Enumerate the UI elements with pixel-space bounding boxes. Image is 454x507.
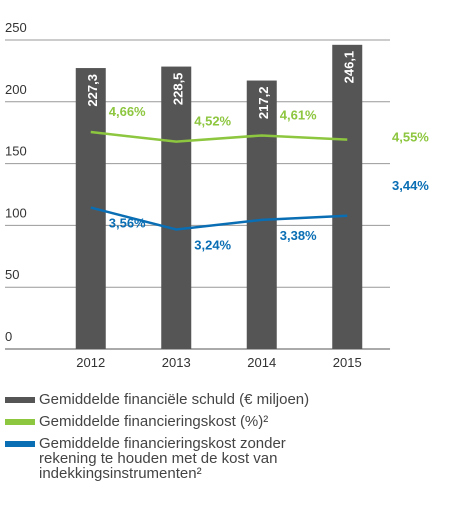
y-tick-label: 250 bbox=[5, 20, 27, 35]
legend-swatch bbox=[5, 397, 35, 403]
y-tick-label: 100 bbox=[5, 205, 27, 220]
legend-label: Gemiddelde financiële schuld (€ miljoen) bbox=[39, 391, 310, 408]
bar-value-label: 228,5 bbox=[170, 73, 185, 106]
y-tick-label: 200 bbox=[5, 82, 27, 97]
line-value-label: 4,61% bbox=[280, 107, 317, 122]
y-tick-label: 0 bbox=[5, 329, 12, 344]
legend: Gemiddelde financiële schuld (€ miljoen)… bbox=[5, 392, 445, 488]
legend-item: Gemiddelde financieringskost (%)² bbox=[5, 414, 445, 429]
legend-item: Gemiddelde financiële schuld (€ miljoen) bbox=[5, 392, 445, 407]
line-value-label: 4,52% bbox=[194, 114, 231, 129]
x-tick-label: 2015 bbox=[333, 355, 362, 370]
bar bbox=[161, 66, 192, 349]
line-value-label: 4,55% bbox=[392, 130, 429, 145]
legend-item: Gemiddelde financieringskost zonder reke… bbox=[5, 436, 445, 481]
legend-swatch bbox=[5, 419, 35, 425]
bar-value-label: 227,3 bbox=[85, 74, 100, 107]
bar bbox=[332, 44, 363, 349]
line-value-label: 3,44% bbox=[392, 178, 429, 193]
line bbox=[90, 206, 348, 231]
line-value-label: 3,38% bbox=[280, 228, 317, 243]
line-value-label: 3,56% bbox=[109, 216, 146, 231]
x-tick-label: 2014 bbox=[247, 355, 276, 370]
legend-label: Gemiddelde financieringskost (%)² bbox=[39, 413, 269, 430]
x-tick-label: 2013 bbox=[162, 355, 191, 370]
bar-value-label: 217,2 bbox=[256, 87, 271, 120]
legend-swatch bbox=[5, 441, 35, 447]
bar bbox=[246, 80, 277, 349]
line bbox=[90, 130, 348, 143]
line-value-label: 4,66% bbox=[109, 104, 146, 119]
bar-value-label: 246,1 bbox=[341, 51, 356, 84]
legend-label: Gemiddelde financieringskost zonder reke… bbox=[39, 435, 286, 482]
y-tick-label: 150 bbox=[5, 144, 27, 159]
line-value-label: 3,24% bbox=[194, 238, 231, 253]
chart: 0 50 100 150 200 250 2012 2013 2014 2015 227,3 228,… bbox=[5, 20, 429, 370]
x-tick-label: 2012 bbox=[76, 355, 105, 370]
y-tick-label: 50 bbox=[5, 267, 19, 282]
